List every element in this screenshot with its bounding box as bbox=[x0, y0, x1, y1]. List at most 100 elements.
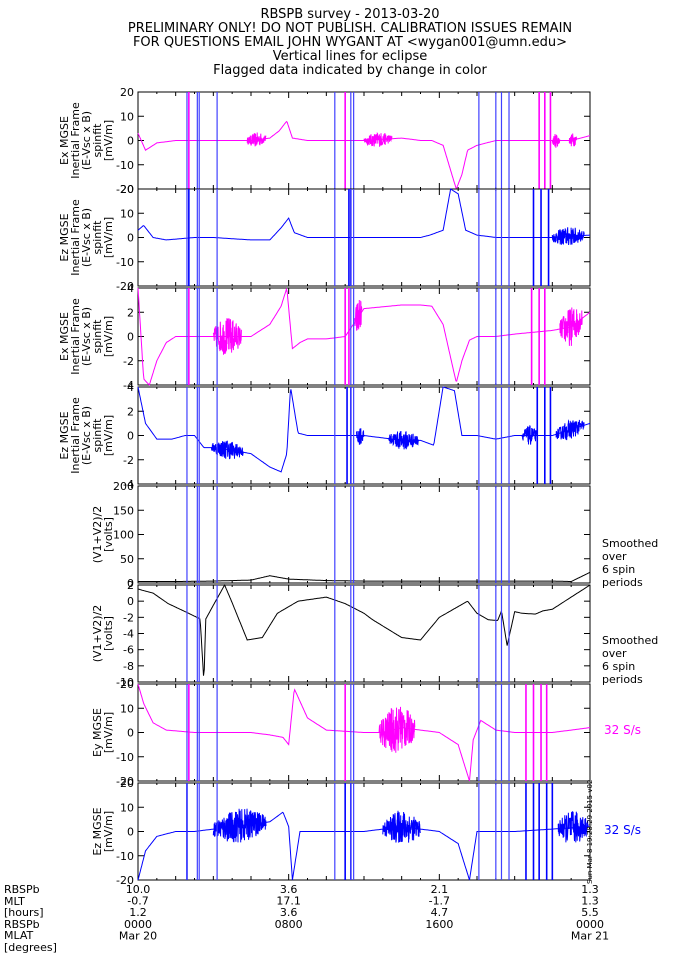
ez32-ytick-label: 20 bbox=[120, 777, 134, 790]
ez32-series-line bbox=[137, 811, 590, 881]
footer-tick-value: 0800 bbox=[275, 918, 303, 931]
ez2-ytick-label: 2 bbox=[127, 405, 134, 418]
footer-tick-value: 0000 bbox=[576, 918, 604, 931]
ez2-ylabel: (E-Vsc x B) bbox=[80, 406, 93, 465]
flag-note: Flagged data indicated by change in colo… bbox=[213, 63, 487, 78]
timestamp-stamp: Sun Mar 8 19:28:29 2015 v02 bbox=[586, 779, 594, 884]
ex2-burst bbox=[354, 299, 363, 331]
vsum1-series-line bbox=[138, 571, 591, 582]
ez2-burst bbox=[555, 419, 585, 441]
vsum1-note-line: periods bbox=[602, 576, 643, 589]
ex1-burst bbox=[246, 132, 267, 147]
ex1-series-line bbox=[137, 120, 591, 189]
footer-tick-value: 1600 bbox=[425, 918, 453, 931]
vsum2-ylabel: [volts] bbox=[102, 616, 115, 651]
ez2-ylabel: [mV/m] bbox=[102, 415, 115, 456]
ez1-ylabel: Inertial Frame bbox=[69, 199, 82, 276]
chart-header: RBSPB survey - 2013-03-20 PRELIMINARY ON… bbox=[0, 8, 700, 78]
footer-tick-value: 5.5 bbox=[581, 906, 599, 919]
vsum1-ylabel: [volts] bbox=[102, 517, 115, 552]
ex1-ytick-label: 20 bbox=[120, 86, 134, 99]
ez32-ytick-label: -10 bbox=[116, 850, 134, 863]
ez2-burst bbox=[388, 430, 419, 450]
warning-line-1: PRELIMINARY ONLY! DO NOT PUBLISH. CALIBR… bbox=[127, 21, 573, 36]
ez2-ytick-label: 4 bbox=[127, 381, 134, 394]
vsum2-ylabel: (V1+V2)/2 bbox=[91, 605, 104, 663]
ex2-ylabel: (E-Vsc x B) bbox=[80, 307, 93, 366]
vsum1-ytick-label: 0 bbox=[127, 577, 134, 590]
vsum2-note-line: over bbox=[602, 647, 627, 660]
eclipse-note: Vertical lines for eclipse bbox=[272, 49, 428, 64]
ex1-ylabel: spinfit bbox=[91, 123, 104, 158]
ez2-ytick-label: -4 bbox=[123, 478, 134, 491]
ex2-ytick-label: 4 bbox=[127, 282, 134, 295]
ez1-ylabel: (E-Vsc x B) bbox=[80, 208, 93, 267]
ex2-ytick-label: 0 bbox=[127, 331, 134, 344]
ey32-series-line bbox=[137, 683, 590, 782]
vsum2-note-line: periods bbox=[602, 673, 643, 686]
ez32-burst bbox=[382, 810, 421, 843]
vsum1-note-line: Smoothed bbox=[602, 537, 659, 550]
ex2-ytick-label: -2 bbox=[123, 355, 134, 368]
footer-label: [degrees] bbox=[4, 941, 57, 954]
ey32-burst bbox=[378, 706, 416, 753]
footer-tick-value: -1.7 bbox=[429, 895, 450, 908]
ez32-rate-note: 32 S/s bbox=[604, 823, 641, 837]
ez1-ytick-label: 0 bbox=[127, 232, 134, 245]
ex1-burst bbox=[568, 133, 577, 147]
ex1-ylabel: Inertial Frame bbox=[69, 102, 82, 179]
vsum2-ytick-label: -10 bbox=[116, 676, 134, 689]
ez2-ytick-label: 0 bbox=[127, 430, 134, 443]
ey32-ytick-label: -20 bbox=[116, 775, 134, 788]
vsum1-note-line: 6 spin bbox=[602, 563, 636, 576]
ey32-ytick-label: 0 bbox=[127, 727, 134, 740]
ex1-burst bbox=[551, 134, 561, 148]
ez32-burst bbox=[212, 808, 267, 843]
vsum1-frame bbox=[137, 485, 591, 584]
footer-tick-value: 1.3 bbox=[581, 883, 599, 896]
ey32-ylabel: Ey MGSE bbox=[91, 708, 104, 757]
vsum2-note-line: Smoothed bbox=[602, 634, 659, 647]
ez32-ytick-label: 10 bbox=[120, 801, 134, 814]
chart-title: RBSPB survey - 2013-03-20 bbox=[260, 7, 440, 22]
ex2-burst bbox=[212, 318, 242, 355]
ez1-series-line bbox=[137, 188, 590, 241]
ez32-burst bbox=[557, 811, 589, 843]
ez2-series-line bbox=[137, 386, 591, 473]
ey32-ytick-label: -10 bbox=[116, 751, 134, 764]
ex2-ylabel: [mV/m] bbox=[102, 316, 115, 357]
vsum1-ylabel: (V1+V2)/2 bbox=[91, 506, 104, 564]
vsum1-ytick-label: 50 bbox=[120, 553, 134, 566]
ey32-ytick-label: 20 bbox=[120, 678, 134, 691]
footer-tick-value: 3.6 bbox=[280, 883, 298, 896]
ez1-burst bbox=[551, 227, 585, 246]
footer-tick-value: 17.1 bbox=[276, 895, 301, 908]
vsum1-note-line: over bbox=[602, 550, 627, 563]
vsum2-ytick-label: -8 bbox=[123, 660, 134, 673]
ez1-ytick-label: 10 bbox=[120, 207, 134, 220]
vsum1-ytick-label: 200 bbox=[113, 480, 134, 493]
ez2-ylabel: Ez MGSE bbox=[58, 411, 71, 459]
footer-label: MLT bbox=[4, 894, 25, 908]
footer-label: MLAT bbox=[4, 929, 34, 943]
vsum2-ytick-label: -2 bbox=[123, 611, 134, 624]
ex2-series-line bbox=[137, 287, 591, 386]
ez2-ylabel: spinfit bbox=[91, 418, 104, 453]
ez2-ylabel: Inertial Frame bbox=[69, 397, 82, 474]
ex2-ylabel: Inertial Frame bbox=[69, 298, 82, 375]
ex1-ytick-label: 10 bbox=[120, 110, 134, 123]
ez32-ylabel: Ez MGSE bbox=[91, 807, 104, 855]
ez32-ytick-label: 0 bbox=[127, 826, 134, 839]
ez1-ytick-label: -10 bbox=[116, 256, 134, 269]
ex2-ytick-label: 2 bbox=[127, 306, 134, 319]
ex1-ylabel: (E-Vsc x B) bbox=[80, 111, 93, 170]
ex1-ylabel: Ex MGSE bbox=[58, 116, 71, 165]
ex2-ytick-label: -4 bbox=[123, 379, 134, 392]
ex1-burst bbox=[363, 131, 393, 147]
ez1-ylabel: [mV/m] bbox=[102, 217, 115, 258]
ez2-burst bbox=[521, 424, 538, 445]
ez32-ytick-label: -20 bbox=[116, 874, 134, 887]
footer-tick-value: 10.0 bbox=[126, 883, 151, 896]
vsum2-ytick-label: 2 bbox=[127, 579, 134, 592]
footer-tick-value: 3.6 bbox=[280, 906, 298, 919]
